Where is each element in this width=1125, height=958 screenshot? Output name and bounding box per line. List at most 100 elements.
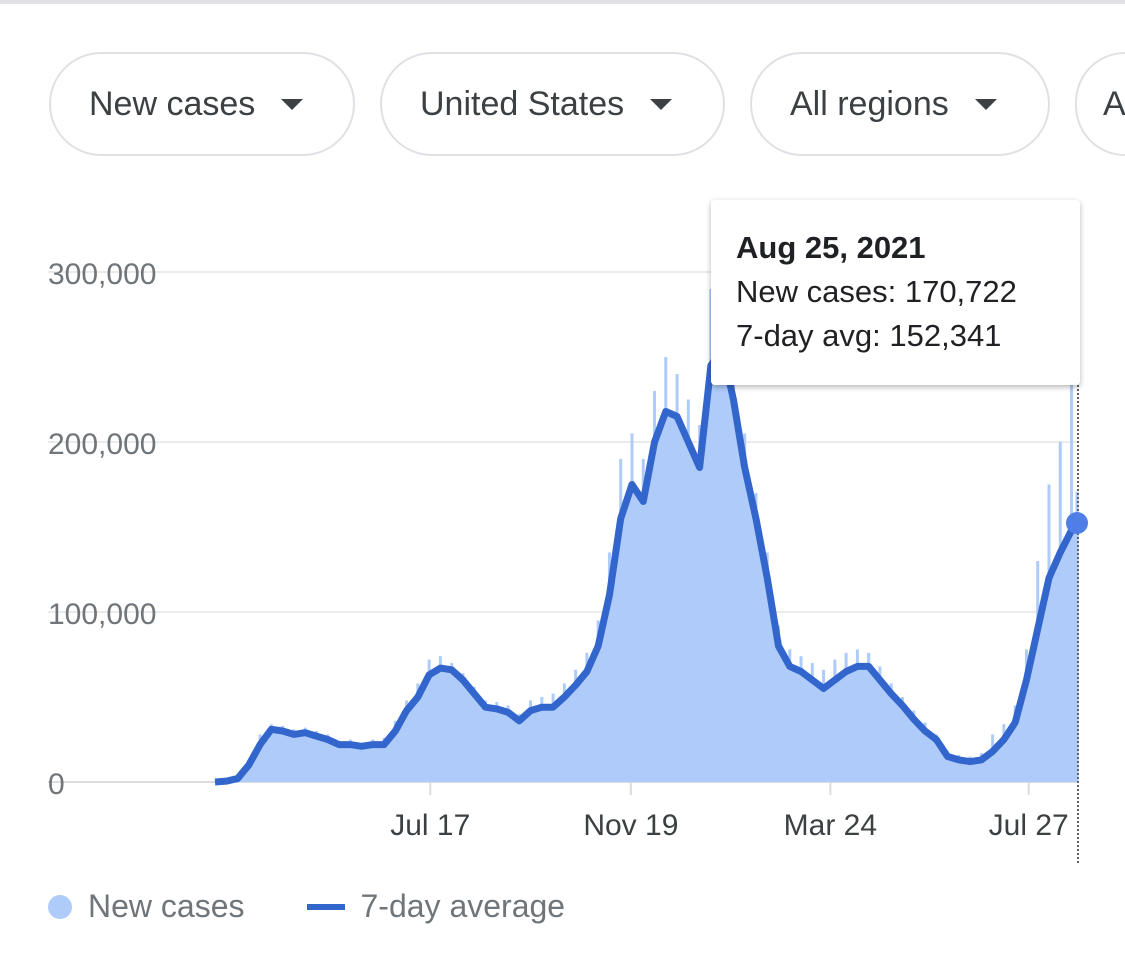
avg-legend-line xyxy=(306,903,345,910)
y-tick-label: 300,000 xyxy=(48,258,156,291)
new-cases-bar xyxy=(1002,724,1006,782)
legend-avg: 7-day average xyxy=(360,888,566,924)
new-cases-bar xyxy=(461,673,465,782)
new-cases-bar xyxy=(540,697,544,782)
new-cases-bar xyxy=(393,720,397,782)
new-cases-bar xyxy=(630,433,634,782)
new-cases-bar xyxy=(438,656,442,782)
y-tick-label: 200,000 xyxy=(48,428,156,461)
new-cases-bar xyxy=(923,722,927,782)
metric-dropdown-label: New cases xyxy=(89,84,256,123)
new-cases-bar xyxy=(314,731,318,782)
new-cases-bar xyxy=(709,289,713,782)
new-cases-bar xyxy=(562,683,566,782)
new-cases-bar xyxy=(991,734,995,782)
new-cases-bar xyxy=(788,649,792,782)
new-cases-legend-dot xyxy=(48,894,72,919)
metric-dropdown[interactable]: New cases xyxy=(49,52,355,156)
time-range-dropdown-label: A xyxy=(1103,84,1125,123)
new-cases-bar xyxy=(405,700,409,782)
tooltip-new-cases: New cases: 170,722 xyxy=(736,274,1017,309)
new-cases-bar xyxy=(686,399,690,782)
new-cases-bar xyxy=(450,663,454,782)
tooltip-date: Aug 25, 2021 xyxy=(736,230,926,265)
highlight-point xyxy=(1066,512,1088,535)
new-cases-bar xyxy=(641,459,645,782)
country-dropdown[interactable]: United States xyxy=(380,52,725,156)
new-cases-bar xyxy=(585,652,589,782)
new-cases-bar xyxy=(247,759,251,782)
new-cases-bar xyxy=(855,649,859,782)
legend-new-cases: New cases xyxy=(88,888,245,924)
x-tick-label: Jul 17 xyxy=(390,809,470,842)
new-cases-bar xyxy=(664,357,668,782)
chart-tooltip: Aug 25, 2021 New cases: 170,722 7-day av… xyxy=(711,200,1080,385)
chevron-down-icon xyxy=(281,98,304,110)
y-tick-label: 100,000 xyxy=(48,598,156,631)
chevron-down-icon xyxy=(650,98,673,110)
new-cases-bar xyxy=(946,751,950,782)
new-cases-bar xyxy=(720,306,724,782)
new-cases-bar xyxy=(979,753,983,782)
new-cases-bar xyxy=(1047,484,1051,782)
new-cases-bar xyxy=(844,652,848,782)
new-cases-bar xyxy=(731,357,735,782)
new-cases-bar xyxy=(912,710,916,782)
top-divider xyxy=(0,0,1125,4)
new-cases-bar xyxy=(517,714,521,782)
x-tick-label: Nov 19 xyxy=(583,809,678,842)
region-dropdown-label: All regions xyxy=(790,84,949,123)
new-cases-bar xyxy=(777,625,780,782)
new-cases-bar xyxy=(258,734,262,782)
new-cases-bar xyxy=(754,493,758,782)
new-cases-bar xyxy=(833,659,837,782)
new-cases-bar xyxy=(1075,491,1079,782)
avg-line xyxy=(214,345,1080,786)
new-cases-bar xyxy=(619,459,623,782)
new-cases-bar xyxy=(472,686,476,782)
new-cases-bar xyxy=(957,754,961,782)
new-cases-bar xyxy=(653,391,657,782)
country-dropdown-label: United States xyxy=(420,84,625,123)
region-dropdown[interactable]: All regions xyxy=(750,52,1050,156)
new-cases-bar xyxy=(529,700,533,782)
new-cases-bar xyxy=(878,666,882,782)
x-tick-label: Mar 24 xyxy=(784,809,877,842)
x-tick-label: Jul 27 xyxy=(989,809,1069,842)
new-cases-bar xyxy=(889,683,893,782)
new-cases-bar xyxy=(698,425,702,782)
new-cases-bar xyxy=(799,656,803,782)
new-cases-bar xyxy=(743,433,747,782)
chevron-down-icon xyxy=(974,98,997,110)
new-cases-bar xyxy=(360,742,364,782)
new-cases-bar xyxy=(292,729,296,782)
tooltip-avg: 7-day avg: 152,341 xyxy=(736,318,1002,353)
new-cases-bar xyxy=(303,727,307,782)
new-cases-bar xyxy=(506,705,510,782)
new-cases-area xyxy=(215,348,1077,782)
new-cases-bar xyxy=(495,702,499,782)
new-cases-bar xyxy=(867,652,871,782)
new-cases-bar xyxy=(1024,649,1028,782)
new-cases-bar xyxy=(371,739,375,782)
new-cases-bar xyxy=(326,734,330,782)
new-cases-bar xyxy=(427,659,431,782)
new-cases-bar xyxy=(348,739,352,782)
new-cases-bar xyxy=(574,669,578,782)
new-cases-bar xyxy=(810,663,814,782)
new-cases-bar xyxy=(1070,374,1074,782)
new-cases-bar xyxy=(281,725,285,782)
new-cases-bar xyxy=(483,700,487,782)
chart-legend: New cases 7-day average xyxy=(48,888,565,925)
new-cases-bar xyxy=(968,756,972,782)
new-cases-bar xyxy=(382,737,386,782)
new-cases-bar xyxy=(269,724,273,782)
new-cases-bar xyxy=(1058,442,1062,782)
y-tick-label: 0 xyxy=(48,768,65,801)
new-cases-bar xyxy=(337,741,341,782)
new-cases-bar xyxy=(765,552,769,782)
new-cases-bar xyxy=(607,552,611,782)
new-cases-bar xyxy=(596,620,600,782)
new-cases-bar xyxy=(822,669,826,782)
